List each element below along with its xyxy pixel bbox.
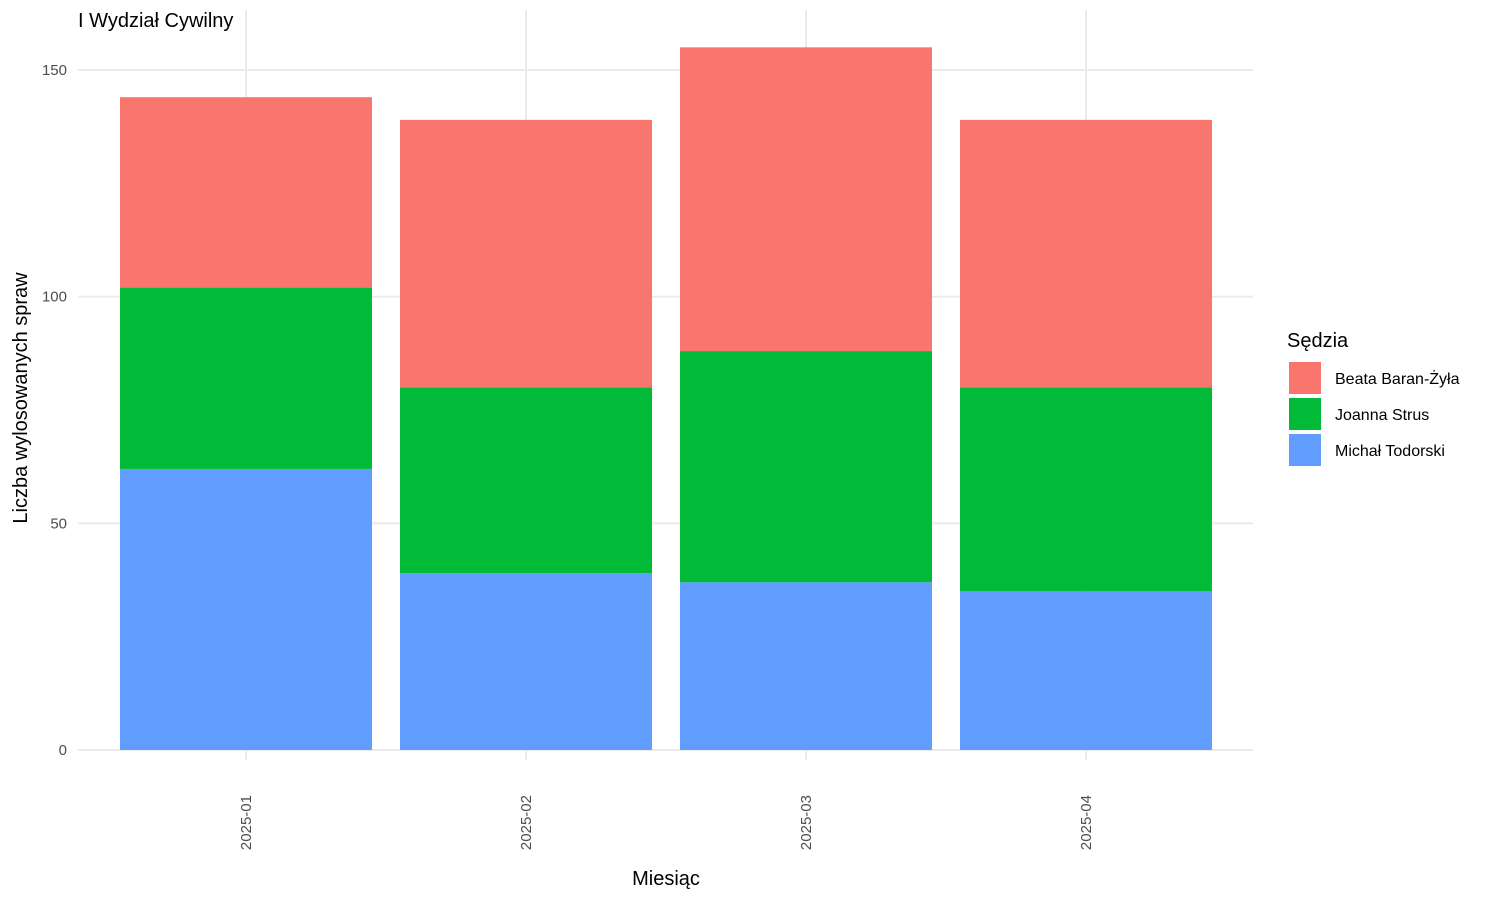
y-tick-label: 50: [50, 515, 67, 532]
bar-segment-joanna-strus: [400, 387, 652, 574]
legend-label: Beata Baran-Żyła: [1335, 369, 1460, 388]
legend-swatch: [1289, 434, 1321, 466]
bar-segment-michał-todorski: [960, 591, 1212, 750]
y-tick-label: 150: [42, 62, 67, 79]
bar-segment-joanna-strus: [680, 351, 932, 583]
bar-segment-michał-todorski: [120, 468, 372, 750]
bar-segment-beata-baran-żyła: [960, 119, 1212, 388]
bar-segment-michał-todorski: [680, 582, 932, 750]
legend-title: Sędzia: [1287, 330, 1349, 352]
x-tick-label: 2025-04: [1078, 795, 1095, 850]
y-tick-label: 0: [59, 742, 67, 759]
legend-swatch: [1289, 362, 1321, 394]
bar-segment-michał-todorski: [400, 573, 652, 750]
bar-segment-beata-baran-żyła: [400, 119, 652, 388]
x-tick-label: 2025-01: [238, 795, 255, 850]
x-tick-label: 2025-02: [518, 795, 535, 850]
x-axis-title: Miesiąc: [632, 868, 700, 890]
x-tick-label: 2025-03: [798, 795, 815, 850]
bar-segment-joanna-strus: [960, 387, 1212, 592]
legend: Sędzia Beata Baran-Żyła Joanna Strus Micha…: [1287, 330, 1460, 466]
y-tick-label: 100: [42, 289, 67, 306]
bars: [120, 47, 1212, 750]
axes: 0 50 100 150 2025-01 2025-02 2025-03 2025-04: [42, 62, 1095, 850]
bar-segment-beata-baran-żyła: [120, 97, 372, 288]
bar-segment-joanna-strus: [120, 287, 372, 469]
chart-title: I Wydział Cywilny: [78, 10, 233, 32]
y-axis-title: Liczba wylosowanych spraw: [10, 272, 32, 524]
legend-label: Michał Todorski: [1335, 443, 1445, 460]
bar-segment-beata-baran-żyła: [680, 47, 932, 352]
legend-swatch: [1289, 398, 1321, 430]
legend-label: Joanna Strus: [1335, 407, 1429, 424]
